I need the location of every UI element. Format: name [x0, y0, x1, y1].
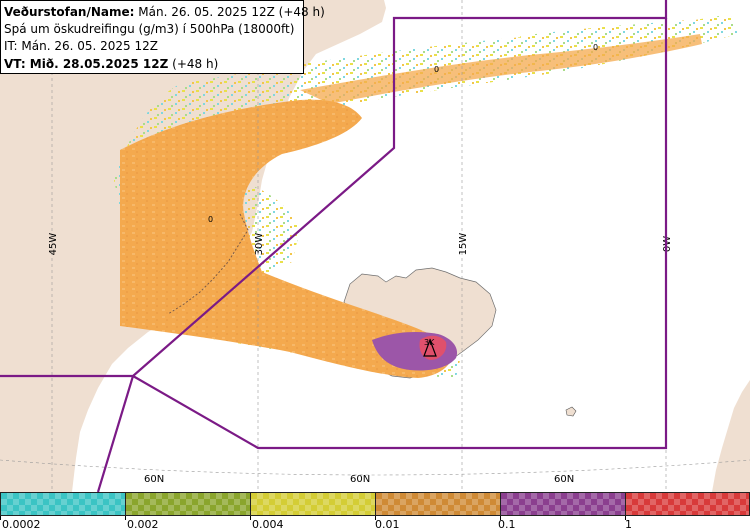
- parallel-label-b: 60N: [350, 474, 370, 485]
- legend-bin-4: [375, 492, 501, 516]
- meridian-label-15w: 15W: [458, 233, 469, 256]
- latitude-60n: [0, 459, 750, 476]
- concentration-legend: 0.0002 0.002 0.004 0.01 0.1 1: [0, 492, 750, 532]
- parallel-label-c: 60N: [554, 474, 574, 485]
- legend-bin-6: [625, 492, 750, 516]
- meridian-label-30w: 30W: [254, 233, 265, 256]
- forecast-description: Spá um öskudreifingu (g/m3) í 500hPa (18…: [4, 22, 295, 37]
- ash-plume-low: [120, 99, 453, 378]
- legend-bin-3: [250, 492, 376, 516]
- meridian-label-0w: 0W: [662, 236, 673, 252]
- legend-tick-3: 0.01: [375, 518, 400, 531]
- faroe-islands: [565, 406, 577, 417]
- meridian-label-45w: 45W: [48, 233, 59, 256]
- legend-bin-5: [500, 492, 626, 516]
- legend-tick-2: 0.004: [252, 518, 284, 531]
- parallel-label-a: 60N: [144, 474, 164, 485]
- legend-tick-1: 0.002: [127, 518, 159, 531]
- legend-tick-5: 1: [625, 518, 632, 531]
- ash-dispersion-map: 3K 45W 30W 15W 0W 60N 60N 60N 0 0 0: [0, 0, 750, 492]
- legend-tick-0: 0.0002: [2, 518, 41, 531]
- ash-streak-north: [300, 34, 702, 104]
- legend-tick-4: 0.1: [498, 518, 516, 531]
- contour-label-c: 0: [593, 43, 598, 52]
- legend-bin-1: [0, 492, 126, 516]
- initial-time: IT: Mán. 26. 05. 2025 12Z: [4, 39, 158, 54]
- volcano-label: 3K: [424, 338, 435, 347]
- issue-time: Mán. 26. 05. 2025 12Z (+48 h): [134, 5, 325, 19]
- forecast-header: Veðurstofan/Name: Mán. 26. 05. 2025 12Z …: [0, 0, 325, 74]
- legend-bin-2: [125, 492, 251, 516]
- ash-fringe-east: [520, 20, 696, 60]
- contour-label-b: 0: [434, 65, 439, 74]
- volcano-marker: [423, 338, 437, 357]
- fir-boundary: [0, 0, 668, 492]
- valid-time: VT: Mið. 28.05.2025 12Z: [4, 56, 169, 71]
- issuer-label: Veðurstofan/Name:: [4, 5, 135, 19]
- greenland-coast: [167, 213, 249, 315]
- norway-land: [712, 380, 750, 492]
- contour-label-a: 0: [208, 215, 213, 224]
- valid-offset: (+48 h): [168, 56, 219, 71]
